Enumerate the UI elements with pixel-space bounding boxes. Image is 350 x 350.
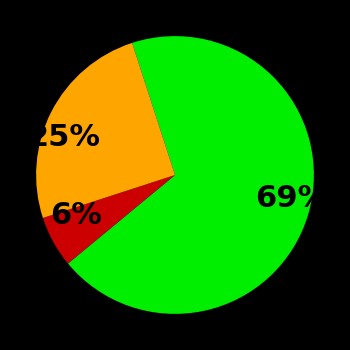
Wedge shape <box>43 175 175 264</box>
Text: 25%: 25% <box>28 122 101 152</box>
Wedge shape <box>36 43 175 218</box>
Wedge shape <box>68 36 314 314</box>
Text: 6%: 6% <box>50 201 102 230</box>
Text: 69%: 69% <box>255 184 328 213</box>
